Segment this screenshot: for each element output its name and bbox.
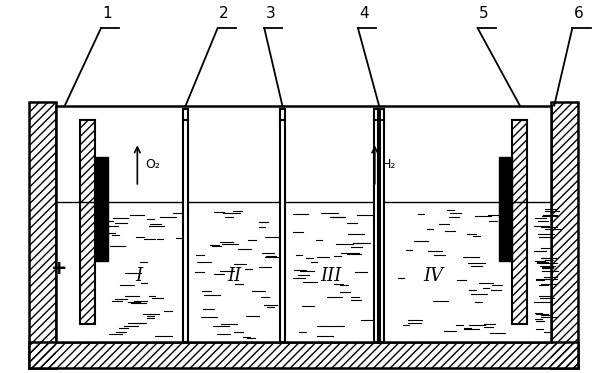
Bar xyxy=(29,102,56,368)
Bar xyxy=(95,157,108,261)
Bar xyxy=(499,157,512,261)
Bar xyxy=(551,102,578,368)
Text: O₂: O₂ xyxy=(145,158,160,171)
Bar xyxy=(80,120,95,323)
Bar xyxy=(512,120,527,323)
Text: −: − xyxy=(540,258,557,278)
Text: 2: 2 xyxy=(219,6,229,21)
Bar xyxy=(29,342,578,368)
Bar xyxy=(280,120,285,342)
Bar xyxy=(80,120,95,323)
Text: H₂: H₂ xyxy=(382,158,396,171)
Text: 5: 5 xyxy=(479,6,489,21)
Bar xyxy=(380,120,384,342)
Bar xyxy=(551,102,578,368)
Text: IV: IV xyxy=(423,267,444,285)
Text: +: + xyxy=(50,258,67,278)
Text: III: III xyxy=(320,267,341,285)
Text: 4: 4 xyxy=(359,6,368,21)
Bar xyxy=(29,102,56,368)
Bar xyxy=(512,120,527,323)
Text: II: II xyxy=(227,267,241,285)
Bar xyxy=(183,120,188,342)
Bar xyxy=(56,106,551,342)
Text: 3: 3 xyxy=(265,6,275,21)
Text: I: I xyxy=(135,267,143,285)
Text: 6: 6 xyxy=(574,6,583,21)
Bar xyxy=(29,342,578,368)
Text: 1: 1 xyxy=(103,6,112,21)
Bar xyxy=(374,120,378,342)
